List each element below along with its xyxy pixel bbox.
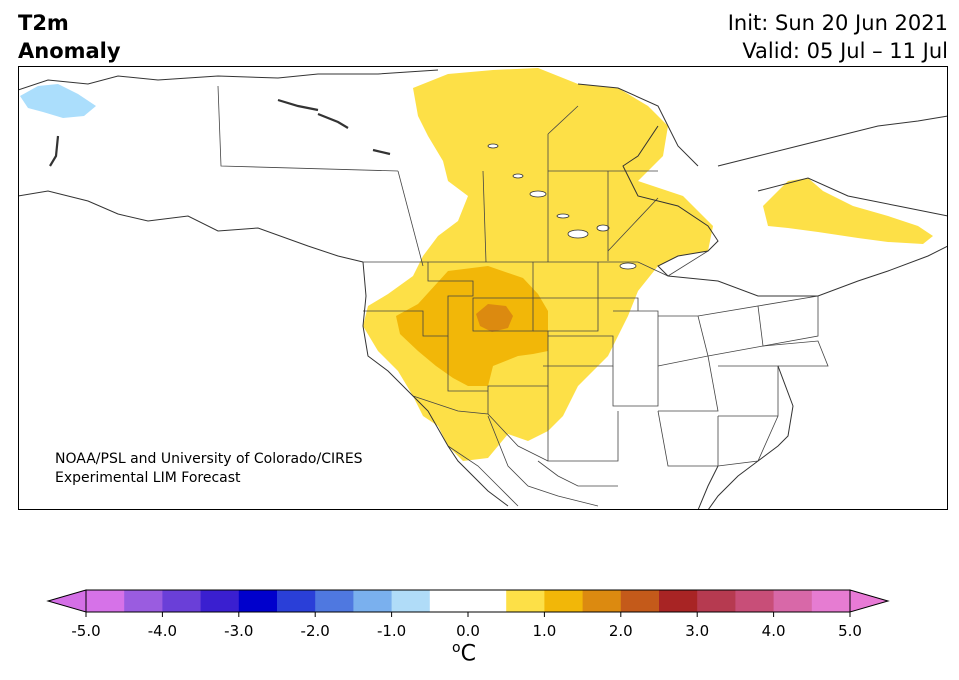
colorbar: -5.0 -4.0 -3.0 -2.0 -1.0 0.0 1.0 2.0 3.0 4.0 5.0 bbox=[46, 589, 890, 640]
colorbar-segment bbox=[162, 590, 202, 612]
lakes bbox=[487, 143, 637, 270]
anomaly-cool bbox=[20, 84, 96, 118]
colorbar-segment bbox=[468, 590, 507, 612]
colorbar-segment bbox=[124, 590, 163, 612]
colorbar-segment bbox=[544, 590, 584, 612]
colorbar-unit: oC bbox=[452, 640, 476, 666]
title-line-2: Anomaly bbox=[18, 39, 121, 63]
colorbar-tick-label: 4.0 bbox=[762, 622, 786, 640]
colorbar-tick-label: -2.0 bbox=[301, 622, 330, 640]
valid-date: Valid: 05 Jul – 11 Jul bbox=[742, 39, 948, 63]
coastlines bbox=[18, 69, 948, 510]
colorbar-segment bbox=[659, 590, 698, 612]
colorbar-segment bbox=[86, 590, 125, 612]
colorbar-segment bbox=[353, 590, 393, 612]
colorbar-tick-label: 3.0 bbox=[685, 622, 709, 640]
map-frame bbox=[18, 66, 948, 510]
forecast-dates: Init: Sun 20 Jun 2021 Valid: 05 Jul – 11… bbox=[728, 9, 948, 65]
credit-line-1: NOAA/PSL and University of Colorado/CIRE… bbox=[55, 451, 363, 467]
unit-superscript: o bbox=[452, 640, 461, 656]
credit-line-2: Experimental LIM Forecast bbox=[55, 470, 241, 486]
unit-label: C bbox=[460, 641, 476, 667]
anomaly-warm bbox=[396, 266, 548, 386]
map-title: T2m Anomaly bbox=[18, 9, 121, 65]
init-date: Init: Sun 20 Jun 2021 bbox=[727, 11, 948, 35]
colorbar-tick-label: 0.0 bbox=[456, 622, 480, 640]
colorbar-tick-label: 2.0 bbox=[609, 622, 633, 640]
colorbar-segment bbox=[391, 590, 431, 612]
colorbar-segment bbox=[582, 590, 622, 612]
colorbar-tick-label: 5.0 bbox=[838, 622, 862, 640]
colorbar-segment bbox=[735, 590, 775, 612]
anomaly-map bbox=[18, 66, 948, 510]
colorbar-tick-label: -4.0 bbox=[148, 622, 177, 640]
colorbar-tick-label: 1.0 bbox=[532, 622, 556, 640]
colorbar-segment bbox=[811, 590, 851, 612]
colorbar-segment bbox=[620, 590, 660, 612]
rivers bbox=[49, 98, 391, 167]
colorbar-over-extension bbox=[849, 589, 890, 613]
colorbar-segment bbox=[773, 590, 813, 612]
colorbar-tick-label: -3.0 bbox=[224, 622, 253, 640]
colorbar-segment bbox=[277, 590, 316, 612]
colorbar-tick-label: -5.0 bbox=[71, 622, 100, 640]
colorbar-segment bbox=[429, 590, 469, 612]
colorbar-segment bbox=[315, 590, 354, 612]
data-credit: NOAA/PSL and University of Colorado/CIRE… bbox=[55, 450, 363, 488]
anomaly-hot bbox=[476, 304, 513, 332]
colorbar-under-extension bbox=[46, 589, 87, 613]
colorbar-segment bbox=[200, 590, 240, 612]
borders bbox=[217, 85, 829, 507]
colorbar-tick-label: -1.0 bbox=[377, 622, 406, 640]
title-line-1: T2m bbox=[18, 11, 69, 35]
colorbar-segment bbox=[697, 590, 736, 612]
colorbar-segment bbox=[506, 590, 545, 612]
colorbar-segment bbox=[238, 590, 278, 612]
